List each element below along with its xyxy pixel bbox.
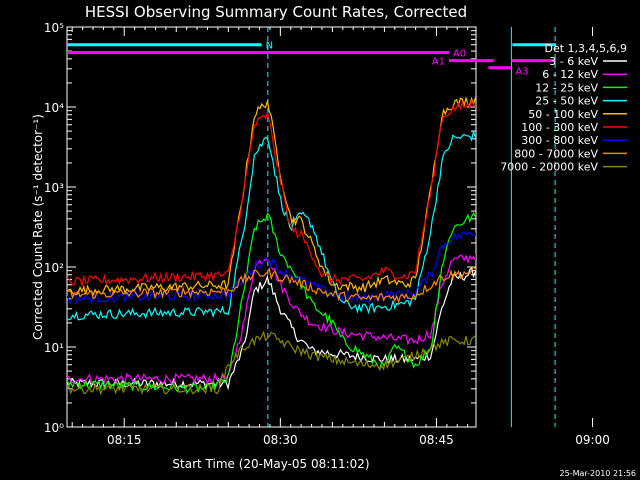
y-axis: 10⁰ 10¹ 10² 10³ 10⁴ 10⁵ <box>44 21 476 435</box>
y-tick-label: 10¹ <box>44 341 64 355</box>
observing-bar-label: N <box>266 41 273 52</box>
y-tick-label: 10² <box>44 261 64 275</box>
legend-label: 3 - 6 keV <box>549 55 598 68</box>
series-lines <box>67 96 476 396</box>
observing-bar-label: A0 <box>453 49 466 60</box>
chart-title: HESSI Observing Summary Count Rates, Cor… <box>85 3 467 21</box>
x-tick-label: 09:00 <box>575 433 610 447</box>
series-line <box>67 253 476 385</box>
series-line <box>67 330 476 396</box>
series-line <box>67 99 476 288</box>
legend-title: Det 1,3,4,5,6,9 <box>544 42 627 55</box>
series-line <box>67 96 476 297</box>
plot-frame <box>66 26 477 428</box>
legend-label: 100 - 300 keV <box>521 121 598 134</box>
y-tick-label: 10⁵ <box>44 21 64 35</box>
legend-label: 50 - 100 keV <box>528 108 598 121</box>
series-line <box>67 211 476 395</box>
legend-label: 300 - 800 keV <box>521 134 598 147</box>
series-line <box>67 267 476 391</box>
y-axis-label: Corrected Count Rate (s⁻¹ detector⁻¹) <box>31 114 45 340</box>
legend-label: 6 - 12 keV <box>542 68 598 81</box>
legend-label: 7000 - 20000 keV <box>500 161 598 174</box>
series-line <box>67 129 476 321</box>
series-line <box>67 230 476 306</box>
legend-label: 12 - 25 keV <box>535 81 598 94</box>
y-tick-label: 10⁴ <box>44 101 64 115</box>
y-tick-label: 10³ <box>44 181 64 195</box>
legend-label: 800 - 7000 keV <box>514 147 598 160</box>
x-tick-label: 08:15 <box>107 433 142 447</box>
x-tick-label: 08:30 <box>263 433 298 447</box>
legend-label: 25 - 50 keV <box>535 95 598 108</box>
y-tick-label: 10⁰ <box>44 421 64 435</box>
series-line <box>67 266 476 304</box>
observing-markers: N A0 A1 A3 <box>67 27 557 427</box>
observing-bar-label: A3 <box>515 67 528 78</box>
x-tick-label: 08:45 <box>419 433 454 447</box>
x-axis-label: Start Time (20-May-05 08:11:02) <box>172 457 369 471</box>
observing-bar-label: A1 <box>432 57 445 68</box>
timestamp: 25-Mar-2010 21:56 <box>560 469 637 478</box>
